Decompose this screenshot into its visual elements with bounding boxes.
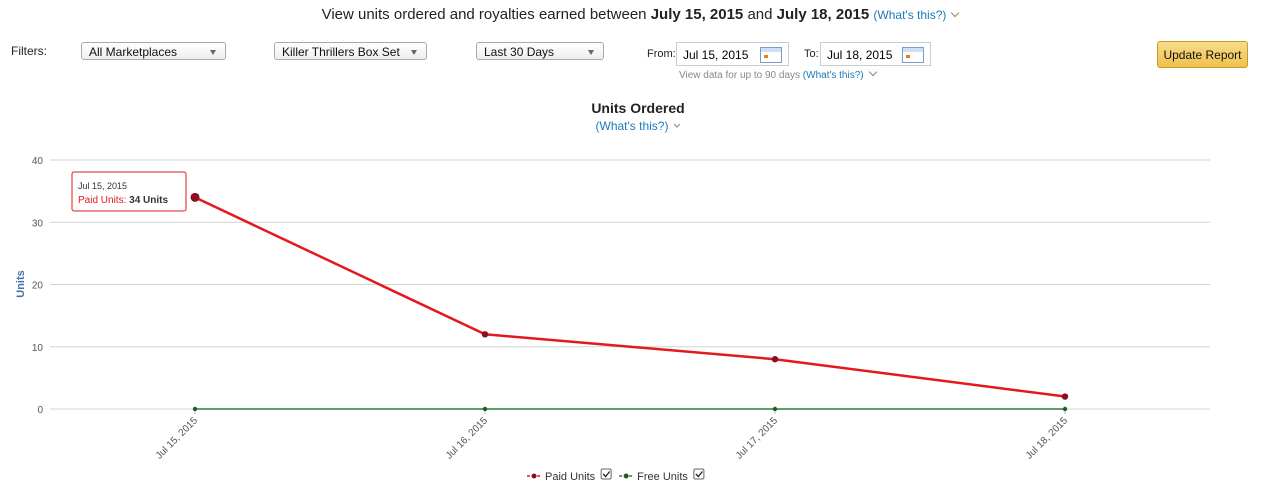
chevron [673,123,681,128]
plot [190,192,1069,412]
y-tick-label: 0 [37,405,43,416]
to-label: To: [804,48,819,60]
header-start: July 15, 2015 [650,6,744,23]
chevron [951,8,960,18]
from-label: From: [647,48,676,60]
tooltip: Jul 15, 2015 Paid Units: 34 Units [71,171,187,212]
marketplace-select[interactable]: All Marketplaces [81,42,226,60]
legend: Paid Units Free Units [527,468,705,483]
data-point [772,406,778,412]
range-select[interactable]: Last 30 Days [476,42,604,60]
legend-checkbox[interactable] [600,468,612,480]
tooltip-date: Jul 15, 2015 [78,181,127,191]
y-axis-label: Units [15,270,27,298]
chevron [868,67,877,77]
header-link[interactable]: (What's this?) [873,8,947,22]
tooltip-box [71,171,187,212]
legend-checkbox[interactable] [693,468,705,480]
to-value: Jul 18, 2015 [827,48,893,62]
tooltip-label: Paid Units: [78,195,126,206]
y-tick-label: 40 [32,156,44,167]
from-value: Jul 15, 2015 [683,48,749,62]
filters-label: Filters: [11,44,47,58]
grid: 0 10 20 30 40 Jul 15, 2015 Jul 16, 2015 Jul 17,… [32,156,1210,462]
update-button[interactable]: Update Report [1157,41,1248,68]
checkmark [602,471,611,478]
x-tick-label: Jul 17, 2015 [734,415,781,462]
data-point [192,406,198,412]
series-line [194,196,1066,398]
legend-label[interactable]: Free Units [637,471,688,483]
chart-title: Units Ordered [591,100,684,116]
legend-marker [623,473,629,479]
x-tick-label: Jul 15, 2015 [154,415,201,462]
data-point [771,356,779,363]
note-link[interactable]: (What's this?) [802,70,864,81]
y-tick-label: 20 [32,281,44,292]
header-end: July 18, 2015 [776,6,870,23]
header-text: View units ordered and royalties earned … [321,6,647,23]
tooltip-line: Paid Units: 34 Units [78,195,168,206]
calendar-icon[interactable] [760,47,782,63]
note-text: View data for up to 90 days [679,70,801,81]
from-date[interactable]: Jul 15, 2015 [676,42,789,66]
checkmark [695,471,703,478]
to-date[interactable]: Jul 18, 2015 [820,42,931,66]
chart-subtitle[interactable]: (What's this?) [596,119,669,133]
header-and: and [747,6,773,23]
range-note: View data for up to 90 days (What's this… [679,67,877,81]
x-tick-label: Jul 18, 2015 [1024,415,1071,462]
data-point [190,192,200,202]
data-point [1061,393,1069,400]
legend-marker [531,473,537,479]
tooltip-value: 34 Units [129,195,168,206]
data-point [482,406,488,412]
book-select[interactable]: Killer Thrillers Box Set [274,42,427,60]
x-tick-label: Jul 16, 2015 [444,415,491,462]
data-point [1062,406,1068,412]
y-tick-label: 10 [32,343,44,354]
legend-label[interactable]: Paid Units [545,471,596,483]
calendar-icon[interactable] [902,47,924,63]
y-tick-label: 30 [32,218,44,229]
header: View units ordered and royalties earned … [0,6,1280,23]
data-point [481,331,489,338]
